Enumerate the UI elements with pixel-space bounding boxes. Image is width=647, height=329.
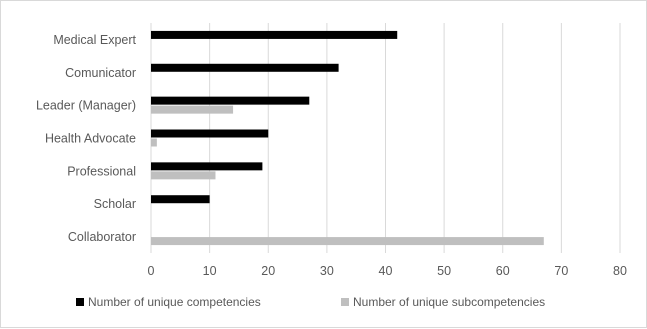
bars	[151, 30, 544, 246]
bar-subcompetencies	[151, 171, 216, 180]
x-tick-label: 50	[437, 264, 451, 278]
legend-label: Number of unique competencies	[88, 295, 261, 309]
x-tick-label: 30	[320, 264, 334, 278]
legend-label: Number of unique subcompetencies	[353, 295, 545, 309]
category-label: Health Advocate	[45, 132, 136, 146]
x-tick-label: 0	[148, 264, 155, 278]
bar-competencies	[151, 63, 339, 72]
category-labels: Medical Expert Comunicator Leader (Manager…	[36, 33, 137, 244]
category-label: Comunicator	[65, 66, 136, 80]
x-tick-label: 10	[203, 264, 217, 278]
bar-competencies	[151, 129, 269, 138]
category-label: Collaborator	[68, 230, 136, 244]
x-tick-label: 40	[379, 264, 393, 278]
x-tick-label: 60	[496, 264, 510, 278]
legend-swatch	[76, 298, 84, 306]
x-tick-label: 20	[261, 264, 275, 278]
category-label: Professional	[67, 164, 136, 178]
category-label: Leader (Manager)	[36, 99, 136, 113]
category-label: Scholar	[94, 197, 136, 211]
bar-competencies	[151, 30, 398, 39]
legend: Number of unique competencies Number of u…	[76, 295, 545, 309]
x-tick-label: 70	[554, 264, 568, 278]
tick-labels: 0 10 20 30 40 50 60 70 80	[148, 264, 627, 278]
gridlines	[150, 23, 621, 253]
category-label: Medical Expert	[53, 33, 136, 47]
bar-subcompetencies	[151, 105, 234, 114]
bar-subcompetencies	[151, 237, 544, 246]
legend-swatch	[341, 298, 349, 306]
bar-subcompetencies	[151, 138, 157, 147]
bar-competencies	[151, 195, 210, 204]
x-tick-label: 80	[613, 264, 627, 278]
bar-competencies	[151, 96, 310, 105]
bar-competencies	[151, 162, 263, 171]
